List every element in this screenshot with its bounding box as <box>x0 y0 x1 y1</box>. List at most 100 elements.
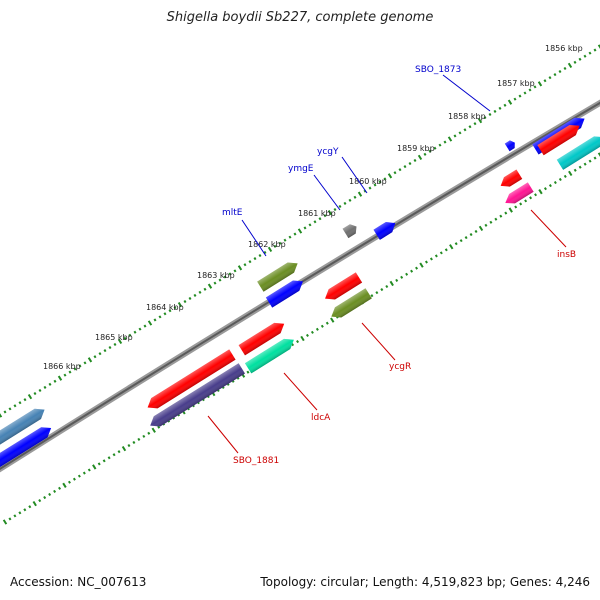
track-dot <box>454 242 458 246</box>
track-dot <box>588 51 592 55</box>
track-dot <box>567 62 573 69</box>
gene-shading <box>238 322 285 356</box>
track-dot <box>553 180 557 185</box>
track-dot <box>177 301 183 308</box>
track-dot <box>48 492 52 497</box>
track-dot <box>523 91 527 95</box>
gene-shading <box>537 124 580 156</box>
gene-label: SBO_1881 <box>233 456 279 466</box>
track-dot <box>258 253 262 258</box>
track-dot <box>444 248 448 252</box>
track-dot <box>63 373 67 377</box>
track-dot <box>127 443 131 448</box>
track-dot <box>53 489 57 493</box>
track-dot <box>494 217 498 221</box>
track-dot <box>338 204 342 209</box>
track-dot <box>415 266 419 270</box>
track-dot <box>296 340 300 344</box>
track-dot <box>563 66 567 71</box>
track-dot <box>288 235 292 239</box>
track-dot <box>419 262 424 268</box>
track-dot <box>267 246 273 253</box>
gene-arrow <box>537 124 580 156</box>
track-dot <box>188 296 192 301</box>
track-dot <box>23 398 27 402</box>
track-dot <box>433 146 437 150</box>
track-dot <box>123 336 127 340</box>
track-dot <box>263 250 267 255</box>
track-dot <box>588 159 592 163</box>
track-dot <box>303 226 307 230</box>
gene-leader-line <box>361 322 396 361</box>
track-dot <box>558 177 562 182</box>
track-dot <box>173 306 177 310</box>
track-dot <box>38 388 42 393</box>
track-dot <box>478 225 484 232</box>
track-dot <box>157 425 161 429</box>
track-dot <box>405 272 409 276</box>
track-dot <box>548 76 552 80</box>
track-dot <box>43 495 47 500</box>
tick-label: 1859 kbp <box>397 144 435 153</box>
gene-label: mltE <box>222 208 243 218</box>
track-dot <box>477 117 483 124</box>
track-dot <box>297 228 303 234</box>
track-dot <box>383 177 387 181</box>
track-dot <box>97 462 101 466</box>
track-dot <box>153 318 157 322</box>
track-dot <box>28 505 32 509</box>
gene-leader-line <box>241 219 267 257</box>
track-dot <box>558 69 562 74</box>
track-dot <box>543 79 547 83</box>
gene-shading <box>504 140 515 152</box>
gene-arrow <box>257 262 298 292</box>
track-dot <box>424 260 428 264</box>
track-dot <box>573 168 577 172</box>
track-dot <box>327 209 333 216</box>
track-dot <box>253 257 257 261</box>
track-dot <box>464 236 468 240</box>
track-dot <box>313 220 317 224</box>
track-dot <box>499 214 503 218</box>
track-dot <box>438 143 442 147</box>
track-dot <box>223 275 227 279</box>
gene-shading <box>500 169 523 187</box>
gene-shading <box>0 408 45 446</box>
track-dot <box>82 471 86 475</box>
track-dot <box>533 85 537 89</box>
track-dot <box>273 244 277 248</box>
track-dot <box>330 317 335 323</box>
track-dot <box>513 97 517 101</box>
track-dot <box>483 115 487 120</box>
gene-shading <box>331 288 372 318</box>
track-dot <box>385 284 389 289</box>
track-dot <box>108 345 112 350</box>
track-dot <box>357 191 363 197</box>
track-dot <box>489 220 493 224</box>
gene-leader-line <box>442 74 491 112</box>
gene-arrow <box>331 288 372 318</box>
gene-shading <box>342 224 357 239</box>
gene-leader-line <box>341 156 368 194</box>
track-dot <box>128 333 132 337</box>
track-dot <box>453 134 457 138</box>
track-dot <box>43 385 47 389</box>
tick-label: 1866 kbp <box>43 362 81 371</box>
track-dot <box>27 393 33 400</box>
track-dot <box>73 367 77 371</box>
track-dot <box>325 321 329 325</box>
track-dot <box>395 278 399 282</box>
track-dot <box>133 330 137 334</box>
track-dot <box>538 189 543 195</box>
tick-label: 1862 kbp <box>248 240 286 249</box>
gene-arrow <box>556 136 600 170</box>
track-dot <box>458 131 462 135</box>
track-dot <box>373 183 377 187</box>
track-dot <box>33 391 37 396</box>
topology-text: Topology: circular; Length: 4,519,823 bp… <box>260 575 590 589</box>
track-dot <box>142 434 146 438</box>
track-dot <box>87 357 93 363</box>
track-dot <box>193 293 197 297</box>
